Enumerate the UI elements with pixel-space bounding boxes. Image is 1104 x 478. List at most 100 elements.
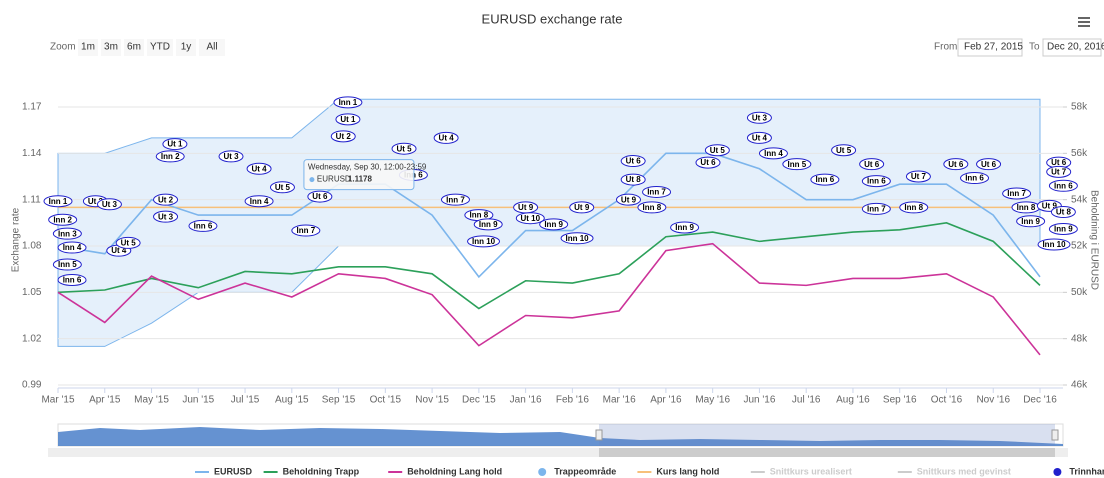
- flag-label: Ut 3: [102, 200, 118, 209]
- flag-label: Inn 8: [904, 203, 923, 212]
- flag-label: Inn 10: [565, 234, 589, 243]
- series-line: [57, 152, 1041, 279]
- y2-tick-label: 58k: [1071, 102, 1088, 113]
- from-label: From: [934, 42, 957, 53]
- chart-title: EURUSD exchange rate: [482, 11, 623, 26]
- flag: [153, 193, 179, 206]
- flag-label: Ut 2: [158, 195, 174, 204]
- flag: [758, 147, 788, 160]
- flag-label: Ut 9: [518, 203, 534, 212]
- flag-label: Inn 2: [53, 215, 72, 224]
- flag-label: Ut 7: [1051, 167, 1067, 176]
- x-tick-label: Oct '15: [370, 395, 402, 406]
- x-tick-label: Jan '16: [510, 395, 542, 406]
- zoom-button[interactable]: [199, 39, 225, 56]
- flag-label: Ut 3: [223, 152, 239, 161]
- x-tick-label: May '15: [134, 395, 169, 406]
- zoom-button[interactable]: [147, 39, 173, 56]
- flag-label: Inn 9: [479, 220, 498, 229]
- flag-label: Inn 4: [63, 243, 82, 252]
- to-label: To: [1029, 42, 1040, 53]
- legend-label[interactable]: Snittkurs med gevinst: [917, 466, 1011, 476]
- x-tick-label: Nov '16: [976, 395, 1010, 406]
- flag: [48, 213, 78, 226]
- x-tick-label: Aug '16: [836, 395, 870, 406]
- zoom-button[interactable]: [176, 39, 196, 56]
- flag: [943, 158, 969, 171]
- flag-label: Inn 4: [250, 197, 269, 206]
- flag-label: Ut 9: [574, 203, 590, 212]
- legend-label[interactable]: Kurs lang hold: [656, 466, 719, 476]
- flag-label: Ut 6: [1051, 158, 1067, 167]
- from-date: Feb 27, 2015: [964, 42, 1023, 53]
- flag-label: Ut 4: [252, 164, 268, 173]
- flag-label: Ut 4: [111, 246, 127, 255]
- flag-label: Ut 5: [275, 183, 291, 192]
- legend-symbol: [1053, 468, 1062, 476]
- flag: [861, 202, 891, 215]
- flag: [57, 273, 87, 286]
- legend-label[interactable]: Snittkurs urealisert: [770, 466, 852, 476]
- flag-label: Inn 10: [1042, 240, 1066, 249]
- flag: [539, 218, 569, 231]
- flag: [620, 173, 646, 186]
- from-input[interactable]: [957, 38, 1023, 57]
- flag: [57, 241, 87, 254]
- flag-label: Inn 8: [643, 203, 662, 212]
- zoom-button[interactable]: [101, 39, 121, 56]
- flag-label: Inn 7: [1007, 189, 1026, 198]
- x-tick-label: Jul '16: [792, 395, 821, 406]
- y-tick-label: 0.99: [22, 380, 42, 391]
- series-line: [57, 222, 1041, 310]
- legend-label[interactable]: Trinnhandler: [1069, 466, 1104, 476]
- y-axis-title: Exchange rate: [11, 207, 22, 272]
- y-tick-label: 1.05: [22, 287, 42, 298]
- flag: [246, 162, 272, 175]
- tooltip-dot: [309, 177, 315, 183]
- legend-label[interactable]: Beholdning Lang hold: [407, 466, 502, 476]
- flag: [620, 155, 646, 168]
- flag-label: Inn 7: [297, 226, 316, 235]
- legend-label[interactable]: EURUSD: [214, 466, 253, 476]
- flag: [642, 185, 672, 198]
- x-tick-label: Sep '16: [883, 395, 917, 406]
- flag-label: Inn 8: [1017, 203, 1036, 212]
- flag-label: Ut 5: [710, 146, 726, 155]
- flag: [335, 113, 361, 126]
- flag-label: Inn 6: [194, 222, 213, 231]
- flag: [115, 236, 141, 249]
- menu-icon[interactable]: [1078, 17, 1090, 27]
- flag-label: Inn 9: [1054, 225, 1073, 234]
- flag: [52, 258, 82, 271]
- zoom-button[interactable]: [124, 39, 144, 56]
- legend-label[interactable]: Trappeområde: [554, 466, 616, 476]
- zoom-label: Zoom: [50, 42, 76, 53]
- to-input[interactable]: [1042, 38, 1102, 57]
- zoom-button[interactable]: [78, 39, 98, 56]
- flag: [746, 111, 772, 124]
- flag-label: Ut 5: [396, 144, 412, 153]
- flag: [333, 96, 363, 109]
- flag: [391, 142, 417, 155]
- flag-label: Inn 6: [816, 175, 835, 184]
- y-tick-label: 1.14: [22, 148, 42, 159]
- x-tick-label: Mar '15: [41, 395, 74, 406]
- x-tick-label: May '16: [695, 395, 730, 406]
- flag-label: Inn 1: [339, 98, 358, 107]
- flag-label: Ut 2: [336, 132, 352, 141]
- flag: [637, 201, 667, 214]
- flag-label: Inn 9: [544, 220, 563, 229]
- flag-label: Inn 7: [446, 195, 465, 204]
- y2-tick-label: 50k: [1071, 287, 1088, 298]
- flag: [615, 193, 641, 206]
- zoom-button-label: 1m: [81, 42, 95, 53]
- flag-label: Ut 9: [1042, 201, 1058, 210]
- legend-label[interactable]: Beholdning Trapp: [283, 466, 360, 476]
- flag: [976, 158, 1002, 171]
- flag: [670, 221, 700, 234]
- navigator[interactable]: [48, 423, 1068, 457]
- flag: [433, 131, 459, 144]
- flag-label: Ut 6: [626, 157, 642, 166]
- flag: [1002, 187, 1032, 200]
- flag-label: Inn 2: [161, 152, 180, 161]
